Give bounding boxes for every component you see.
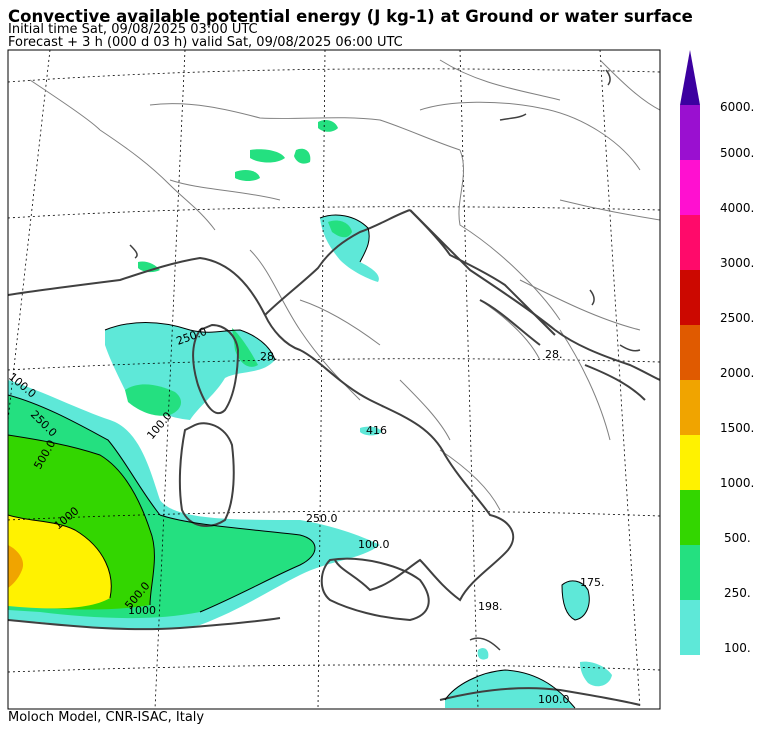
colorbar-label: 6000. <box>720 100 755 114</box>
contour-label: 175. <box>580 576 605 589</box>
country-borders <box>29 59 660 511</box>
cape-fill-adriatic <box>320 215 379 282</box>
contour-label: 100.0 <box>358 538 390 551</box>
contour-label: 100.0 <box>144 409 174 441</box>
colorbar-arrow <box>680 50 700 105</box>
coastlines <box>8 209 660 706</box>
colorbar-label: 3000. <box>720 256 755 270</box>
contour-label: 1000 <box>128 604 156 617</box>
colorbar-swatch <box>680 545 700 600</box>
forecast-time: Forecast + 3 h (000 d 03 h) valid Sat, 0… <box>8 35 403 50</box>
small-coast-features <box>129 69 641 651</box>
colorbar-label: 500. <box>724 531 751 545</box>
colorbar-swatch <box>680 105 700 160</box>
colorbar-label: 5000. <box>720 146 755 160</box>
colorbar-label: 1500. <box>720 421 755 435</box>
colorbar-label: 2500. <box>720 311 755 325</box>
colorbar-label: 2000. <box>720 366 755 380</box>
colorbar-swatch <box>680 380 700 435</box>
colorbar-swatch <box>680 490 700 545</box>
cape-fill-alps <box>138 120 338 273</box>
model-credit: Moloch Model, CNR-ISAC, Italy <box>8 710 205 725</box>
colorbar-swatch <box>680 600 700 655</box>
colorbar-label: 1000. <box>720 476 755 490</box>
colorbar-label: 100. <box>724 641 751 655</box>
colorbar-label: 250. <box>724 586 751 600</box>
contour-label: 416 <box>366 424 387 437</box>
map-frame <box>7 49 661 710</box>
contour-label: 250.0 <box>306 512 338 525</box>
colorbar-swatch <box>680 215 700 270</box>
map-title: Convective available potential energy (J… <box>8 7 693 26</box>
contour-label: 198. <box>478 600 503 613</box>
colorbar-swatch <box>680 325 700 380</box>
graticule <box>8 50 660 709</box>
colorbar <box>680 50 700 655</box>
cape-contours <box>8 214 590 709</box>
contour-label-layer: 250.0 100.0 500.0 1000 250.0 100.0 100.0… <box>6 325 604 706</box>
contour-label: 100.0 <box>538 693 570 706</box>
contour-label: 28. <box>545 348 563 361</box>
cape-fill-ligurian-corsica <box>105 322 275 420</box>
initial-time: Initial time Sat, 09/08/2025 03:00 UTC <box>8 22 258 37</box>
colorbar-swatch <box>680 160 700 215</box>
colorbar-swatch <box>680 270 700 325</box>
colorbar-label: 4000. <box>720 201 755 215</box>
contour-label: 28. <box>260 350 278 363</box>
colorbar-swatch <box>680 435 700 490</box>
